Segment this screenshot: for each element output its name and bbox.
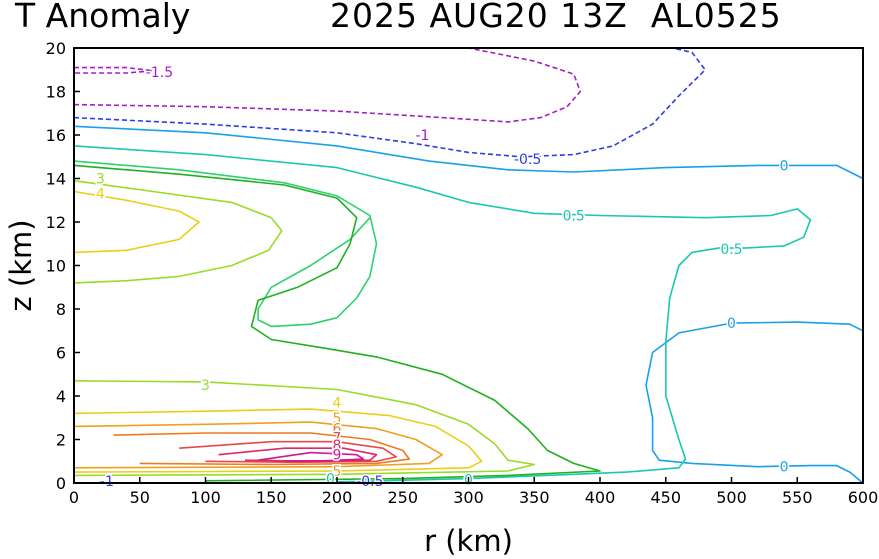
contour-line bbox=[73, 47, 582, 123]
contour-line bbox=[645, 321, 864, 484]
contour-label: -1.5 bbox=[146, 65, 173, 81]
contour-label: -0.5 bbox=[356, 474, 383, 490]
contour-line bbox=[179, 440, 398, 464]
contour-line bbox=[257, 451, 365, 462]
contour-label: 0.5 bbox=[720, 242, 742, 258]
x-tick-label: 300 bbox=[453, 488, 484, 507]
y-tick-label: 6 bbox=[56, 344, 66, 363]
chart-title: T Anomaly bbox=[15, 0, 191, 35]
contour-label: -1 bbox=[100, 474, 114, 490]
x-ticks: 0 50 100 150 200 250 300 350 400 450 500 550 600 bbox=[69, 477, 878, 507]
contour-line bbox=[113, 432, 411, 466]
contour-label: -1 bbox=[415, 128, 429, 144]
x-tick-label: 50 bbox=[130, 488, 150, 507]
y-tick-label: 2 bbox=[56, 431, 66, 450]
y-tick-label: 10 bbox=[46, 257, 66, 276]
contour-label: 0 bbox=[727, 316, 736, 332]
contour-label: 9 bbox=[333, 448, 342, 464]
x-tick-label: 0 bbox=[69, 488, 79, 507]
y-tick-label: 20 bbox=[46, 39, 66, 58]
y-tick-label: 0 bbox=[56, 474, 66, 493]
x-tick-label: 150 bbox=[256, 488, 287, 507]
y-tick-label: 16 bbox=[46, 126, 66, 145]
contour-line bbox=[73, 160, 378, 328]
contour-line bbox=[73, 145, 812, 483]
x-tick-label: 200 bbox=[322, 488, 353, 507]
contour-line bbox=[73, 164, 601, 482]
contour-label: 5 bbox=[333, 411, 342, 427]
y-tick-label: 4 bbox=[56, 387, 66, 406]
contour-label: 8 bbox=[333, 438, 342, 454]
contour-label: 3 bbox=[96, 172, 105, 188]
x-tick-label: 600 bbox=[848, 488, 879, 507]
contour-label: 0 bbox=[780, 158, 789, 174]
x-tick-label: 100 bbox=[190, 488, 221, 507]
contour-line bbox=[73, 421, 444, 469]
chart-subtitle: 2025 AUG20 13Z AL0525 bbox=[330, 0, 782, 35]
contour-line bbox=[74, 66, 154, 74]
contour-label: 6 bbox=[333, 422, 342, 438]
y-tick-label: 14 bbox=[46, 170, 66, 189]
y-tick-label: 18 bbox=[46, 83, 66, 102]
contour-label: 4 bbox=[96, 187, 105, 203]
contour-line bbox=[73, 125, 864, 180]
contour-label: 0.5 bbox=[563, 208, 585, 224]
contour-label: 7 bbox=[333, 430, 342, 446]
contour-line bbox=[73, 179, 283, 284]
y-tick-label: 8 bbox=[56, 300, 66, 319]
contour-label: 4 bbox=[333, 396, 342, 412]
x-tick-label: 400 bbox=[585, 488, 616, 507]
contour-line bbox=[73, 380, 536, 477]
plot-frame bbox=[73, 47, 864, 484]
contour-line bbox=[73, 190, 200, 254]
x-axis-label: r (km) bbox=[424, 524, 513, 558]
x-tick-label: 250 bbox=[387, 488, 418, 507]
contour-lines bbox=[73, 47, 864, 484]
x-tick-label: 550 bbox=[782, 488, 813, 507]
y-ticks: 0 2 4 6 8 10 12 14 16 18 20 bbox=[46, 39, 80, 493]
contour-line bbox=[73, 408, 483, 473]
y-tick-label: 12 bbox=[46, 213, 66, 232]
contour-label: -0.5 bbox=[514, 152, 541, 168]
x-tick-label: 350 bbox=[519, 488, 550, 507]
x-tick-label: 450 bbox=[650, 488, 681, 507]
x-tick-label: 500 bbox=[716, 488, 747, 507]
contour-label: 0 bbox=[780, 460, 789, 476]
contour-label: 5 bbox=[333, 464, 342, 480]
y-axis-label: z (km) bbox=[4, 219, 38, 311]
contour-label: 3 bbox=[201, 378, 210, 394]
contour-label: 0 bbox=[326, 472, 335, 488]
